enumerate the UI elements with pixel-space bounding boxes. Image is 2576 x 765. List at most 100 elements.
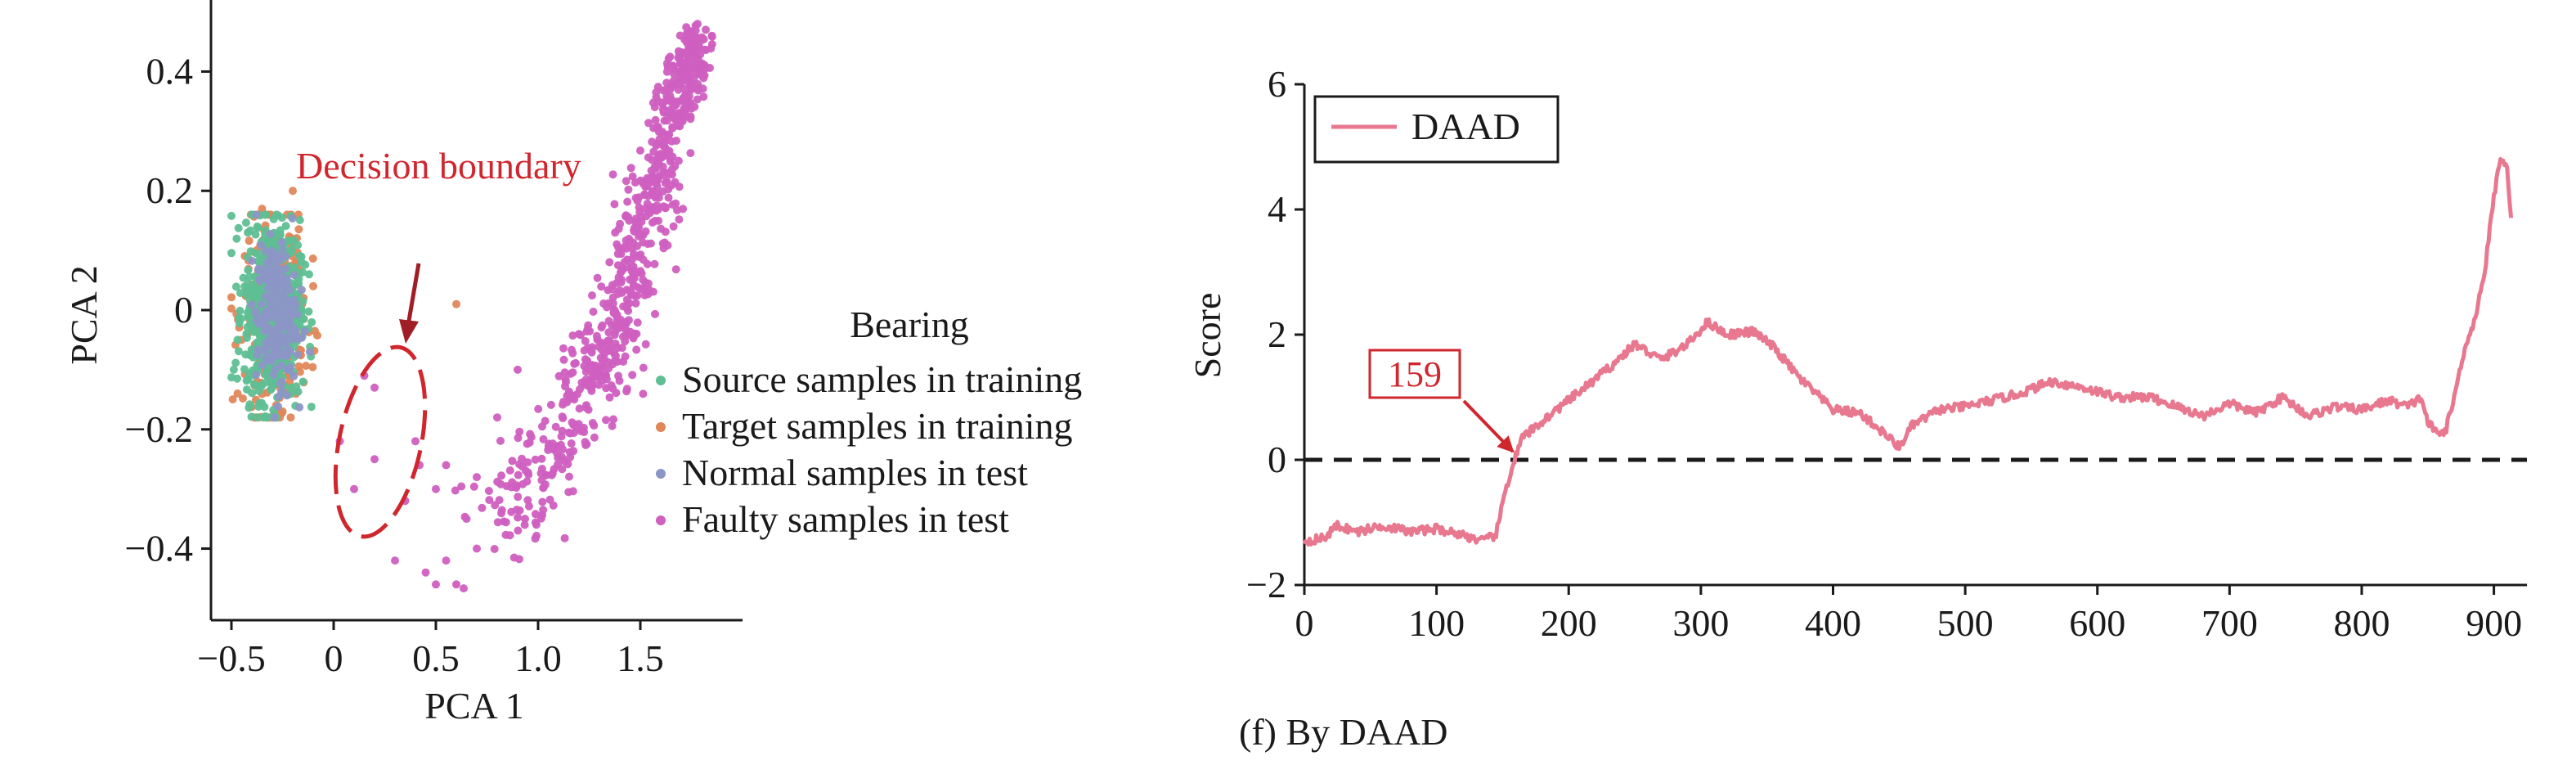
faulty-point [604,358,613,367]
faulty-point [593,335,602,344]
faulty-point [648,287,657,296]
pca-scatter-chart: −0.5 0 0.5 1.0 1.5 −0.4 −0.2 0 0.2 0.4 Decision b… [63,0,1082,727]
target-point [258,205,267,214]
faulty-point [559,398,568,407]
faulty-point [684,92,693,101]
normal-point [288,214,297,223]
faulty-point [531,455,540,464]
faulty-point [648,218,657,227]
faulty-point [460,584,468,593]
score-x-tick-label: 600 [2069,602,2125,644]
faulty-point [614,371,623,380]
score-legend-box [1313,95,1560,164]
faulty-point [588,343,597,352]
faulty-point [654,193,663,202]
faulty-point [706,64,714,72]
faulty-point [667,104,676,113]
score-x-tick-label: 200 [1541,602,1597,644]
source-point [255,250,264,259]
score-y-tick-label: 2 [1268,313,1286,355]
faulty-point [699,92,708,101]
legend-entry-target: Target samples in training [682,405,1073,447]
scatter-x-tick-label: −0.5 [197,637,265,679]
normal-point [269,353,278,362]
normal-point [277,377,286,386]
faulty-point [679,63,688,72]
source-point [258,398,267,407]
faulty-point [661,204,670,213]
normal-point [273,268,282,277]
faulty-point [514,526,523,535]
faulty-point [644,279,653,288]
faulty-point [505,466,514,475]
faulty-point [558,465,567,474]
source-point [249,380,258,389]
source-point [301,260,310,269]
faulty-point [442,461,451,470]
normal-point [248,256,256,265]
faulty-point [666,155,675,164]
faulty-point [634,283,643,292]
faulty-point [534,404,543,413]
normal-point [281,252,290,261]
source-point [281,222,290,231]
faulty-point [527,433,536,442]
faulty-point [586,326,595,335]
source-point [304,307,313,316]
score-x-tick-label: 0 [1295,602,1314,644]
score-y-tick-label: 4 [1268,188,1286,230]
faulty-point [370,383,379,392]
decision-boundary-ellipse [333,344,428,539]
scatter-legend: Bearing Source samples in training Targe… [656,304,1082,540]
source-point [233,335,242,344]
source-point [254,413,263,422]
faulty-point [451,486,460,495]
source-point [244,375,253,384]
faulty-point [539,434,548,443]
scatter-y-tick-label: 0 [174,289,193,331]
faulty-point [628,371,637,380]
source-point [246,247,255,256]
normal-point [255,275,264,284]
score-legend: DAAD [1313,95,1560,164]
faulty-point [590,367,598,376]
normal-point [254,345,263,354]
faulty-point [554,371,563,380]
detection-label-box [1368,349,1461,399]
source-point [240,282,249,291]
faulty-point [665,130,674,139]
faulty-point [657,150,665,158]
faulty-point [645,209,654,218]
faulty-point [485,496,494,505]
faulty-point [473,544,481,553]
faulty-point [598,321,607,330]
normal-point [272,283,281,292]
source-point [292,382,301,391]
normal-point [294,350,303,359]
faulty-point [650,103,659,111]
faulty-point [627,244,636,253]
source-point [239,273,248,282]
faulty-point [672,79,681,88]
faulty-point [391,556,399,565]
faulty-point [523,458,532,467]
faulty-point [644,119,653,128]
source-point [276,230,285,239]
faulty-point [580,362,589,371]
faulty-point [518,454,527,463]
faulty-point [682,23,691,32]
faulty-point [568,331,577,340]
source-point [247,412,256,421]
faulty-point [501,530,510,539]
faulty-point [627,289,636,298]
faulty-point [646,239,655,248]
faulty-point [619,358,628,366]
target-point [308,254,317,263]
faulty-point [493,477,502,486]
source-point [240,365,249,374]
faulty-point [675,215,684,224]
faulty-point [633,196,642,205]
faulty-point [571,358,580,367]
